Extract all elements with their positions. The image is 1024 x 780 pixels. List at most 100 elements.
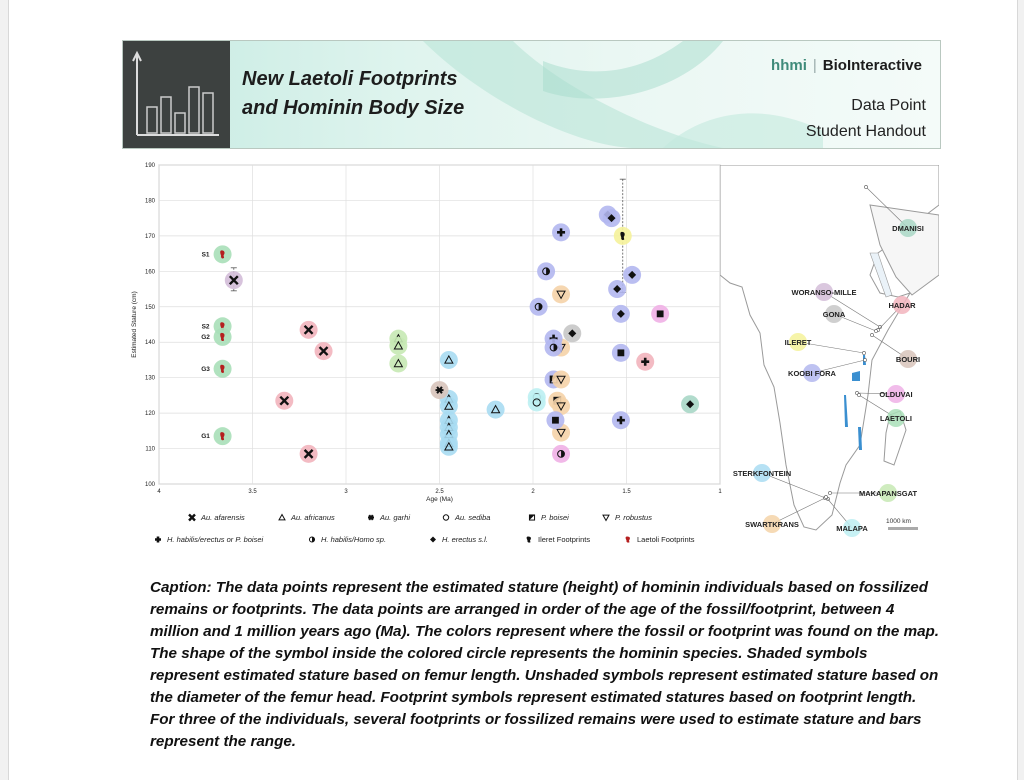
square-marker (656, 310, 664, 318)
chalkboard-chart-image (123, 41, 230, 148)
triangle-marker (393, 340, 404, 350)
brand-divider: | (812, 57, 817, 74)
data-point (275, 391, 294, 410)
subtitle-student-handout: Student Handout (805, 123, 926, 140)
legend-label: Au. garhi (379, 513, 410, 522)
site-color-circle (389, 354, 408, 373)
point-label: G3 (201, 366, 210, 373)
data-point (224, 271, 243, 290)
data-point (439, 437, 458, 456)
map-site-dot (878, 325, 882, 329)
map-site-label: MALAPA (836, 524, 868, 533)
map-site-label: HADAR (888, 301, 916, 310)
site-color-circle (527, 393, 546, 412)
inverted-triangle-marker (556, 290, 566, 300)
map-site-color (899, 350, 917, 368)
halfcircle-fill (561, 450, 565, 458)
data-point (439, 350, 458, 369)
stature-scatter-svg: 100 110 120 130 140 150 160 170 180 190 4 3.5 3 2.5 2 1… (131, 163, 722, 544)
map-lake-victoria (852, 371, 860, 381)
plus-marker (557, 228, 566, 237)
x-marker (318, 346, 329, 356)
site-color-circle (486, 400, 505, 419)
map-site: LAETOLI (857, 393, 912, 427)
point-label: G1 (201, 433, 210, 440)
map-site-color (753, 464, 771, 482)
circle-marker (442, 514, 450, 521)
x-tick-label: 2.5 (435, 489, 444, 495)
data-point (544, 338, 563, 357)
halfcircle-fill (553, 344, 557, 351)
data-point (563, 324, 582, 343)
data-point (623, 265, 642, 284)
data-point (213, 427, 232, 446)
x-tick-label: 3 (344, 489, 348, 495)
legend-label: Au. afarensis (200, 513, 245, 522)
data-point (486, 400, 505, 419)
data-point (636, 352, 655, 371)
x-tick-label: 1.5 (622, 489, 631, 495)
map-site-dot (864, 185, 868, 189)
map-site-color (843, 519, 861, 537)
x-marker (303, 324, 314, 335)
data-point (430, 381, 449, 400)
data-point (213, 245, 232, 264)
map-scale-label: 1000 km (886, 518, 911, 525)
map-site-label: KOOBI FORA (788, 369, 836, 378)
legend-item: P. boisei (528, 513, 569, 522)
x-marker (188, 513, 196, 522)
map-site-color (887, 385, 905, 403)
map-site: KOOBI FORA (788, 358, 867, 382)
diamond-marker (607, 214, 616, 223)
data-point (681, 395, 700, 414)
legend-item: Au. sediba (442, 513, 490, 522)
legend-item: Au. afarensis (188, 513, 245, 522)
data-point (613, 226, 632, 245)
data-point (552, 397, 571, 416)
triangle-marker (444, 354, 454, 364)
y-tick-label: 190 (145, 163, 156, 169)
data-point (552, 285, 571, 304)
header-banner: New Laetoli Footprints and Hominin Body … (122, 40, 941, 149)
legend-label: Au. africanus (290, 513, 335, 522)
map-site-label: DMANISI (892, 224, 924, 233)
star-marker (368, 514, 374, 521)
map-site-label: MAKAPANSGAT (859, 489, 917, 498)
diamond-marker (613, 285, 622, 294)
banner-swirl-decoration (423, 41, 823, 148)
data-point (537, 262, 556, 281)
legend-item: P. robustus (602, 513, 652, 522)
data-point (527, 393, 546, 412)
map-red-sea (869, 252, 893, 298)
data-point (213, 327, 232, 346)
footprint-marker (220, 250, 225, 259)
y-tick-label: 100 (145, 482, 156, 488)
legend-label: Laetoli Footprints (637, 535, 695, 544)
map-site: DMANISI (864, 185, 924, 237)
africa-site-map: DMANISI WORANSO-MILLE HADAR GONA ILERET BOURI… (719, 164, 940, 545)
map-leader-line (823, 291, 881, 328)
map-site-color (763, 515, 781, 533)
diamond-marker (628, 270, 637, 279)
map-site: BOURI (870, 333, 920, 368)
data-point (314, 342, 333, 361)
chart-legend: Au. afarensis Au. africanus Au. garhi Au. s… (155, 513, 695, 544)
map-site-dot (870, 333, 874, 337)
x-marker (279, 395, 290, 406)
map-site-dot (862, 351, 866, 355)
y-tick-label: 120 (145, 411, 156, 417)
halfsquare-fill (529, 514, 535, 521)
map-site-dot (857, 393, 861, 397)
legend-item: Au. garhi (368, 513, 410, 522)
square-marker (552, 416, 559, 424)
point-label: S2 (202, 323, 210, 330)
legend-item: Ileret Footprints (526, 535, 590, 544)
map-scale-bar (888, 527, 918, 530)
map-lake-malawi (858, 427, 862, 450)
legend-item: H. erectus s.l. (430, 535, 488, 544)
map-site-label: WORANSO-MILLE (792, 288, 857, 297)
diamond-marker (686, 400, 695, 409)
title-line-1: New Laetoli Footprints (242, 68, 458, 90)
site-color-circle (537, 262, 556, 281)
site-color-circle (389, 336, 408, 355)
